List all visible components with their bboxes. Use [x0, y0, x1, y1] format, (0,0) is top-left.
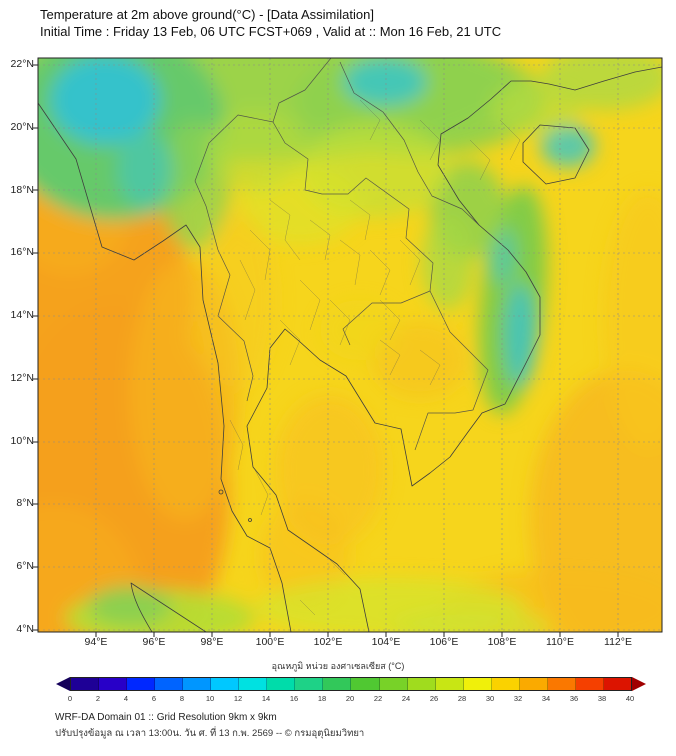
lon-tick-label: 98°E [200, 636, 224, 648]
lon-tick-label: 112°E [604, 636, 632, 648]
colorbar [56, 677, 646, 691]
colorbar-segment [155, 678, 184, 690]
coastlines [38, 66, 662, 632]
grid-lines [38, 58, 662, 632]
colorbar-tick-label: 32 [513, 694, 523, 703]
colorbar-segment [603, 678, 631, 690]
lon-tick-label: 110°E [546, 636, 574, 648]
lat-tick-label: 4°N [16, 622, 34, 635]
lat-tick-label: 20°N [10, 120, 34, 133]
colorbar-tick-label: 2 [95, 694, 101, 703]
colorbar-tick-label: 38 [597, 694, 607, 703]
footer-domain-info: WRF-DA Domain 01 :: Grid Resolution 9km … [55, 712, 277, 723]
colorbar-tick-label: 26 [429, 694, 439, 703]
colorbar-segment [519, 678, 548, 690]
lon-axis-labels: 94°E 96°E 98°E 100°E 102°E 104°E 106°E 108°E 110… [71, 636, 643, 648]
colorbar-left-arrow [56, 677, 70, 691]
footer: WRF-DA Domain 01 :: Grid Resolution 9km … [55, 711, 364, 741]
colorbar-tick-label: 8 [179, 694, 185, 703]
colorbar-segment [463, 678, 492, 690]
colorbar-segment [211, 678, 240, 690]
colorbar-segment [575, 678, 604, 690]
colorbar-right-arrow [632, 677, 646, 691]
lon-tick-label: 96°E [142, 636, 166, 648]
lat-tick-label: 10°N [10, 434, 34, 447]
lat-tick-label: 18°N [10, 183, 34, 196]
lat-tick-label: 16°N [10, 246, 34, 259]
colorbar-segments [70, 677, 632, 691]
colorbar-tick-label: 16 [289, 694, 299, 703]
lat-tick-label: 14°N [10, 309, 34, 322]
map-canvas [33, 57, 663, 637]
colorbar-tick-label: 30 [485, 694, 495, 703]
colorbar-segment [99, 678, 128, 690]
colorbar-segment [127, 678, 156, 690]
province-borders [229, 99, 521, 616]
colorbar-label: อุณหภูมิ หน่วย องศาเซลเซียส (°C) [271, 661, 405, 671]
lon-tick-label: 106°E [429, 636, 459, 648]
colorbar-segment [379, 678, 408, 690]
colorbar-segment [71, 678, 100, 690]
lon-tick-label: 94°E [84, 636, 108, 648]
footer-update-info: ปรับปรุงข้อมูล ณ เวลา 13:00น. วัน ศ. ที่… [55, 728, 365, 739]
lon-tick-label: 100°E [255, 636, 285, 648]
colorbar-tick-label: 10 [205, 694, 215, 703]
lon-tick-label: 102°E [313, 636, 343, 648]
colorbar-segment [239, 678, 268, 690]
colorbar-tick-label: 0 [67, 694, 73, 703]
colorbar-tick-label: 14 [261, 694, 271, 703]
temperature-field [38, 58, 662, 632]
lon-tick-label: 108°E [487, 636, 517, 648]
lat-tick-label: 8°N [16, 497, 34, 510]
colorbar-segment [183, 678, 212, 690]
plot-frame [37, 57, 663, 633]
colorbar-segment [547, 678, 576, 690]
colorbar-tick-labels: 0 2 4 6 8 10 12 14 16 18 20 22 24 26 28 30 32 34 36 38 40 [60, 694, 640, 703]
colorbar-segment [323, 678, 352, 690]
header: Temperature at 2m above ground(°C) - [Da… [40, 6, 501, 40]
lat-tick-label: 6°N [16, 560, 34, 573]
colorbar-tick-label: 20 [345, 694, 355, 703]
country-borders [194, 58, 489, 451]
colorbar-segment [407, 678, 436, 690]
colorbar-tick-label: 18 [317, 694, 327, 703]
colorbar-tick-label: 6 [151, 694, 157, 703]
colorbar-tick-label: 24 [401, 694, 411, 703]
colorbar-tick-label: 36 [569, 694, 579, 703]
colorbar-tick-label: 34 [541, 694, 551, 703]
lat-tick-label: 22°N [10, 58, 34, 70]
colorbar-segment [267, 678, 296, 690]
page-subtitle: Initial Time : Friday 13 Feb, 06 UTC FCS… [40, 24, 502, 39]
colorbar-tick-label: 22 [373, 694, 383, 703]
colorbar-tick-label: 12 [233, 694, 243, 703]
colorbar-segment [435, 678, 464, 690]
lat-tick-label: 12°N [10, 371, 34, 384]
colorbar-tick-label: 40 [625, 694, 635, 703]
colorbar-tick-label: 28 [457, 694, 467, 703]
colorbar-tick-label: 4 [123, 694, 129, 703]
lon-tick-label: 104°E [371, 636, 401, 648]
axis-ticks [33, 64, 619, 637]
colorbar-segment [351, 678, 380, 690]
colorbar-segment [491, 678, 520, 690]
page-title: Temperature at 2m above ground(°C) - [Da… [40, 7, 374, 22]
colorbar-segment [295, 678, 324, 690]
lat-axis-labels: 22°N 20°N 18°N 16°N 14°N 12°N 10°N 8°N 6°N 4°N [0, 58, 34, 636]
